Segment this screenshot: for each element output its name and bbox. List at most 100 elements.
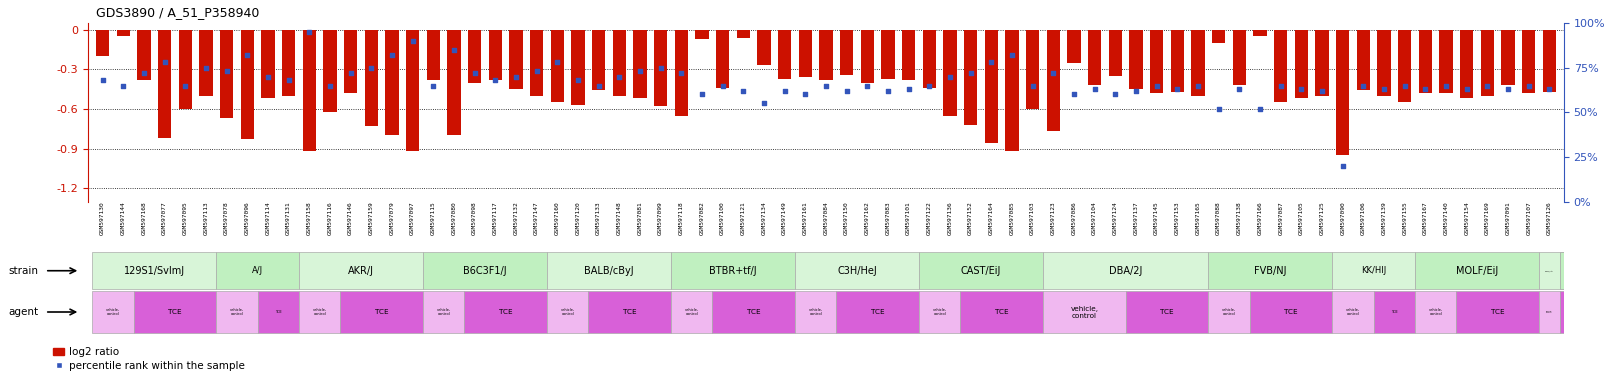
Bar [1067,30,1081,63]
Text: vehicle,
control: vehicle, control [229,308,244,316]
Text: GSM597147: GSM597147 [534,202,539,235]
Bar [1559,291,1580,333]
Text: GSM597166: GSM597166 [1258,202,1262,235]
Bar [1601,291,1604,333]
Text: GSM597118: GSM597118 [678,202,683,235]
Text: GSM597082: GSM597082 [699,202,704,235]
Bar [406,30,419,151]
Point [379,52,404,58]
Bar [241,30,253,139]
Text: vehicle,
control: vehicle, control [685,308,699,316]
Bar [1208,252,1333,289]
Bar [1294,30,1309,98]
Text: GSM597138: GSM597138 [1237,202,1241,235]
Text: GSM597137: GSM597137 [1134,202,1139,235]
Text: TCE: TCE [871,309,884,315]
Text: GSM597126: GSM597126 [1546,202,1553,235]
Text: B6C3F1/J: B6C3F1/J [464,266,507,276]
Point [1267,83,1293,89]
Bar [1129,30,1142,89]
Text: GSM597100: GSM597100 [720,202,725,235]
Text: GSM597148: GSM597148 [618,202,622,235]
Bar [217,291,258,333]
Bar [675,30,688,116]
Text: vehicle,
control: vehicle, control [1588,311,1594,313]
Text: TCE: TCE [747,309,760,315]
Text: GSM597149: GSM597149 [783,202,788,235]
Text: GSM597134: GSM597134 [762,202,767,235]
Text: GSM597113: GSM597113 [204,202,209,235]
Bar [592,30,605,91]
Point [544,59,569,65]
Point [213,68,239,74]
Bar [712,291,796,333]
Point [711,83,736,89]
Point [1020,83,1046,89]
Bar [757,30,772,65]
Bar [943,30,956,116]
Text: GSM597123: GSM597123 [1051,202,1055,235]
Text: GSM597145: GSM597145 [1155,202,1160,235]
Bar [298,252,423,289]
Text: GSM597144: GSM597144 [120,202,125,235]
Text: vehicle,
control: vehicle, control [561,308,574,316]
Text: GSM597114: GSM597114 [266,202,271,235]
Bar [696,30,709,39]
Bar [1315,30,1328,96]
Bar [1336,30,1349,155]
Bar [1192,30,1205,96]
Point [1516,83,1541,89]
Text: TCE: TCE [274,310,282,314]
Text: vehicle,
control: vehicle, control [1546,311,1553,313]
Bar [796,252,919,289]
Bar [1150,30,1163,93]
Text: GSM597079: GSM597079 [390,202,395,235]
Text: BTBR+tf/J: BTBR+tf/J [709,266,757,276]
Point [1371,86,1397,92]
Text: GDS3890 / A_51_P358940: GDS3890 / A_51_P358940 [96,6,260,19]
Text: GSM597158: GSM597158 [306,202,311,235]
Point [255,74,281,80]
Point [1041,70,1067,76]
Bar [178,30,192,109]
Bar [1522,30,1535,93]
Point [1351,83,1376,89]
Text: A/J: A/J [252,266,263,275]
Bar [1233,30,1246,85]
Text: GSM597088: GSM597088 [1216,202,1221,235]
Text: GSM597120: GSM597120 [576,202,581,235]
Point [1144,83,1169,89]
Bar [489,30,502,80]
Bar [1540,291,1559,333]
Point [192,65,218,71]
Text: GSM597152: GSM597152 [969,202,974,235]
Bar [303,30,316,151]
Point [813,83,839,89]
Text: BALB/cByJ: BALB/cByJ [584,266,634,276]
Bar [1580,252,1601,289]
Bar [901,30,916,80]
Bar [1580,291,1601,333]
Text: GSM597121: GSM597121 [741,202,746,235]
Point [1453,86,1479,92]
Text: GSM597133: GSM597133 [597,202,602,235]
Point [834,88,860,94]
Bar [1333,291,1373,333]
Bar [138,30,151,80]
Bar [1253,30,1267,36]
Bar [670,291,712,333]
Bar [922,30,937,88]
Point [690,91,715,98]
Text: PWD/PhJ: PWD/PhJ [1586,270,1596,271]
Point [855,83,881,89]
Text: GSM597122: GSM597122 [927,202,932,235]
Bar [1480,30,1495,96]
Text: GSM597165: GSM597165 [1195,202,1200,235]
Text: TCE: TCE [622,309,637,315]
Bar [261,30,274,98]
Bar [96,30,109,56]
Bar [364,30,379,126]
Point [1413,86,1439,92]
Text: GSM597083: GSM597083 [885,202,890,235]
Text: GSM597130: GSM597130 [99,202,106,235]
